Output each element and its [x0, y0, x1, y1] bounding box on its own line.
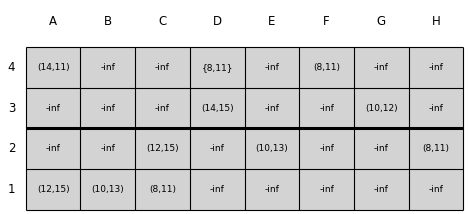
Text: -inf: -inf: [264, 104, 279, 113]
Text: -inf: -inf: [100, 63, 115, 72]
Bar: [190, 128, 244, 169]
Bar: [190, 88, 244, 128]
Text: -inf: -inf: [210, 185, 225, 194]
Bar: [135, 169, 190, 210]
Text: -inf: -inf: [210, 144, 225, 153]
Bar: [190, 47, 244, 88]
Text: -inf: -inf: [429, 63, 443, 72]
Text: -inf: -inf: [319, 104, 334, 113]
Text: H: H: [431, 15, 440, 28]
Text: 1: 1: [8, 183, 15, 196]
Bar: [354, 169, 409, 210]
Bar: [299, 169, 354, 210]
Text: C: C: [158, 15, 167, 28]
Bar: [80, 88, 135, 128]
Bar: [190, 169, 244, 210]
Text: -inf: -inf: [46, 104, 60, 113]
Text: -inf: -inf: [319, 185, 334, 194]
Text: (8,11): (8,11): [149, 185, 176, 194]
Bar: [26, 128, 80, 169]
Text: G: G: [377, 15, 386, 28]
Text: -inf: -inf: [264, 185, 279, 194]
Bar: [80, 47, 135, 88]
Bar: [26, 169, 80, 210]
Text: D: D: [212, 15, 222, 28]
Bar: [135, 47, 190, 88]
Text: F: F: [323, 15, 330, 28]
Text: (12,15): (12,15): [37, 185, 69, 194]
Text: -inf: -inf: [319, 144, 334, 153]
Bar: [354, 88, 409, 128]
Text: -inf: -inf: [374, 63, 389, 72]
Text: -inf: -inf: [100, 104, 115, 113]
Text: (12,15): (12,15): [146, 144, 179, 153]
Bar: [299, 88, 354, 128]
Text: (14,15): (14,15): [201, 104, 234, 113]
Bar: [244, 169, 299, 210]
Bar: [80, 169, 135, 210]
Text: -inf: -inf: [429, 104, 443, 113]
Text: -inf: -inf: [46, 144, 60, 153]
Text: -inf: -inf: [155, 63, 170, 72]
Bar: [244, 128, 299, 169]
Bar: [409, 47, 463, 88]
Text: -inf: -inf: [374, 144, 389, 153]
Text: -inf: -inf: [264, 63, 279, 72]
Text: A: A: [49, 15, 57, 28]
Bar: [26, 47, 80, 88]
Text: {8,11}: {8,11}: [201, 63, 233, 72]
Bar: [244, 47, 299, 88]
Bar: [244, 88, 299, 128]
Bar: [354, 47, 409, 88]
Bar: [299, 128, 354, 169]
Text: -inf: -inf: [429, 185, 443, 194]
Text: 4: 4: [8, 61, 15, 74]
Text: (10,13): (10,13): [256, 144, 288, 153]
Bar: [299, 47, 354, 88]
Text: B: B: [104, 15, 112, 28]
Bar: [409, 128, 463, 169]
Text: (8,11): (8,11): [313, 63, 340, 72]
Bar: [409, 88, 463, 128]
Text: (8,11): (8,11): [423, 144, 449, 153]
Bar: [135, 88, 190, 128]
Text: -inf: -inf: [100, 144, 115, 153]
Bar: [26, 88, 80, 128]
Text: 2: 2: [8, 142, 15, 155]
Text: (10,13): (10,13): [91, 185, 124, 194]
Bar: [135, 128, 190, 169]
Text: E: E: [268, 15, 276, 28]
Text: 3: 3: [8, 102, 15, 114]
Text: -inf: -inf: [374, 185, 389, 194]
Bar: [409, 169, 463, 210]
Bar: [80, 128, 135, 169]
Text: -inf: -inf: [155, 104, 170, 113]
Bar: [354, 128, 409, 169]
Text: (10,12): (10,12): [365, 104, 398, 113]
Text: (14,11): (14,11): [37, 63, 69, 72]
